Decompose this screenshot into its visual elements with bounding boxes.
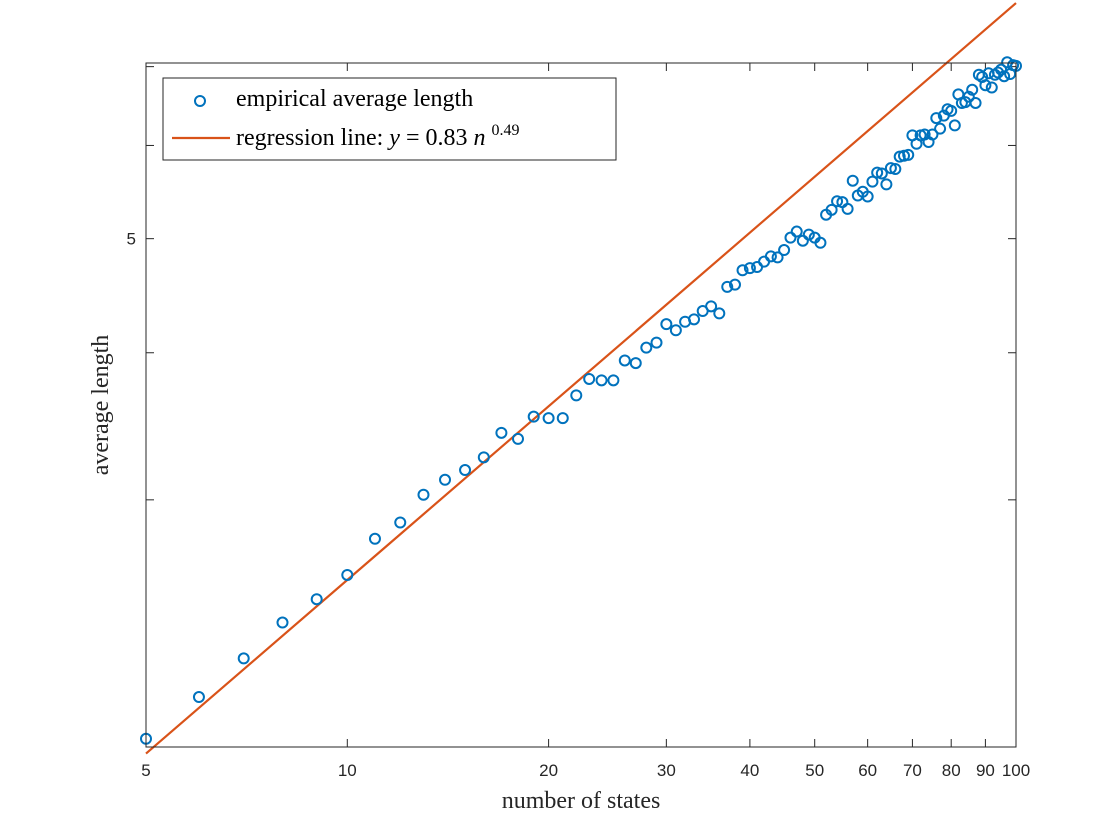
x-tick-label: 50 <box>805 761 824 780</box>
data-point <box>861 190 874 203</box>
data-point <box>846 174 859 187</box>
data-point <box>778 244 791 257</box>
data-point <box>825 203 838 216</box>
legend-formula-exp: 0.49 <box>492 122 520 139</box>
data-point <box>764 250 777 263</box>
y-axis-label: average length <box>88 335 114 476</box>
data-point <box>966 83 979 96</box>
data-point <box>998 70 1011 83</box>
data-point <box>841 202 854 215</box>
data-point <box>875 167 888 180</box>
x-tick-label: 30 <box>657 761 676 780</box>
x-tick-label: 90 <box>976 761 995 780</box>
legend-box <box>162 77 617 161</box>
data-point <box>495 426 508 439</box>
data-point <box>884 162 897 175</box>
data-point <box>758 255 771 268</box>
data-point <box>743 262 756 275</box>
data-point <box>926 128 939 141</box>
legend-label-line: regression line: y = 0.83 n 0.49 <box>236 122 520 151</box>
data-point <box>459 464 472 477</box>
data-point <box>583 372 596 385</box>
data-point <box>729 278 742 291</box>
plot-box <box>145 62 1017 748</box>
data-point <box>650 336 663 349</box>
data-point <box>736 264 749 277</box>
legend-label-scatter: empirical average length <box>236 86 473 112</box>
regression-layer <box>145 2 1017 755</box>
x-tick-label: 20 <box>539 761 558 780</box>
data-point <box>394 516 407 529</box>
data-point <box>992 66 1005 79</box>
data-point <box>310 593 323 606</box>
data-point <box>871 166 884 179</box>
data-point <box>570 389 583 402</box>
data-point <box>880 178 893 191</box>
data-point <box>866 175 879 188</box>
data-point <box>276 616 289 629</box>
legend: empirical average length regression line… <box>162 77 617 161</box>
data-point <box>771 251 784 264</box>
data-point <box>721 280 734 293</box>
data-point <box>979 79 992 92</box>
data-point <box>889 162 902 175</box>
x-tick-label: 5 <box>141 761 150 780</box>
data-point <box>713 307 726 320</box>
data-point <box>831 195 844 208</box>
data-point <box>618 354 631 367</box>
data-point <box>934 122 947 135</box>
data-point <box>784 231 797 244</box>
data-point <box>542 412 555 425</box>
data-point <box>705 300 718 313</box>
data-point <box>607 374 620 387</box>
data-point <box>629 357 642 370</box>
x-tick-label: 100 <box>1002 761 1030 780</box>
data-point <box>640 341 653 354</box>
data-point <box>660 318 673 331</box>
data-point <box>237 652 250 665</box>
data-point <box>969 96 982 109</box>
data-point <box>368 532 381 545</box>
x-tick-label: 10 <box>338 761 357 780</box>
data-point <box>945 104 958 117</box>
x-tick-labels: 5 10 20 30 40 50 60 70 80 90 100 <box>141 761 1030 780</box>
data-point <box>802 228 815 241</box>
data-point <box>527 410 540 423</box>
data-point <box>477 451 490 464</box>
data-point <box>512 432 524 445</box>
data-point <box>341 568 354 581</box>
x-tick-label: 60 <box>858 761 877 780</box>
data-point <box>595 374 608 387</box>
data-point <box>417 488 430 501</box>
data-point <box>796 234 809 247</box>
data-point <box>948 119 961 132</box>
data-point <box>192 691 205 704</box>
y-tick-labels: 5 <box>127 230 136 249</box>
legend-line-prefix: regression line: <box>236 125 389 151</box>
legend-formula-n: n <box>474 125 486 151</box>
ticks-layer <box>145 63 1017 747</box>
regression-line <box>145 2 1017 755</box>
data-point <box>669 324 682 337</box>
data-point <box>962 90 975 103</box>
legend-formula-y: y <box>387 125 400 151</box>
points-layer <box>140 56 1022 745</box>
data-point <box>688 313 701 326</box>
legend-formula-eq: = 0.83 <box>406 125 468 151</box>
x-tick-label: 80 <box>942 761 961 780</box>
data-point <box>439 473 452 486</box>
data-point <box>930 112 943 125</box>
data-point <box>902 148 915 161</box>
x-tick-label: 70 <box>903 761 922 780</box>
data-point <box>751 261 764 274</box>
x-tick-label: 40 <box>740 761 759 780</box>
legend-marker-scatter <box>194 95 206 107</box>
data-point <box>790 225 803 238</box>
data-point <box>556 412 569 425</box>
data-point <box>985 81 998 94</box>
x-axis-label: number of states <box>502 788 661 814</box>
data-point <box>814 236 827 249</box>
y-tick-label: 5 <box>127 230 136 249</box>
